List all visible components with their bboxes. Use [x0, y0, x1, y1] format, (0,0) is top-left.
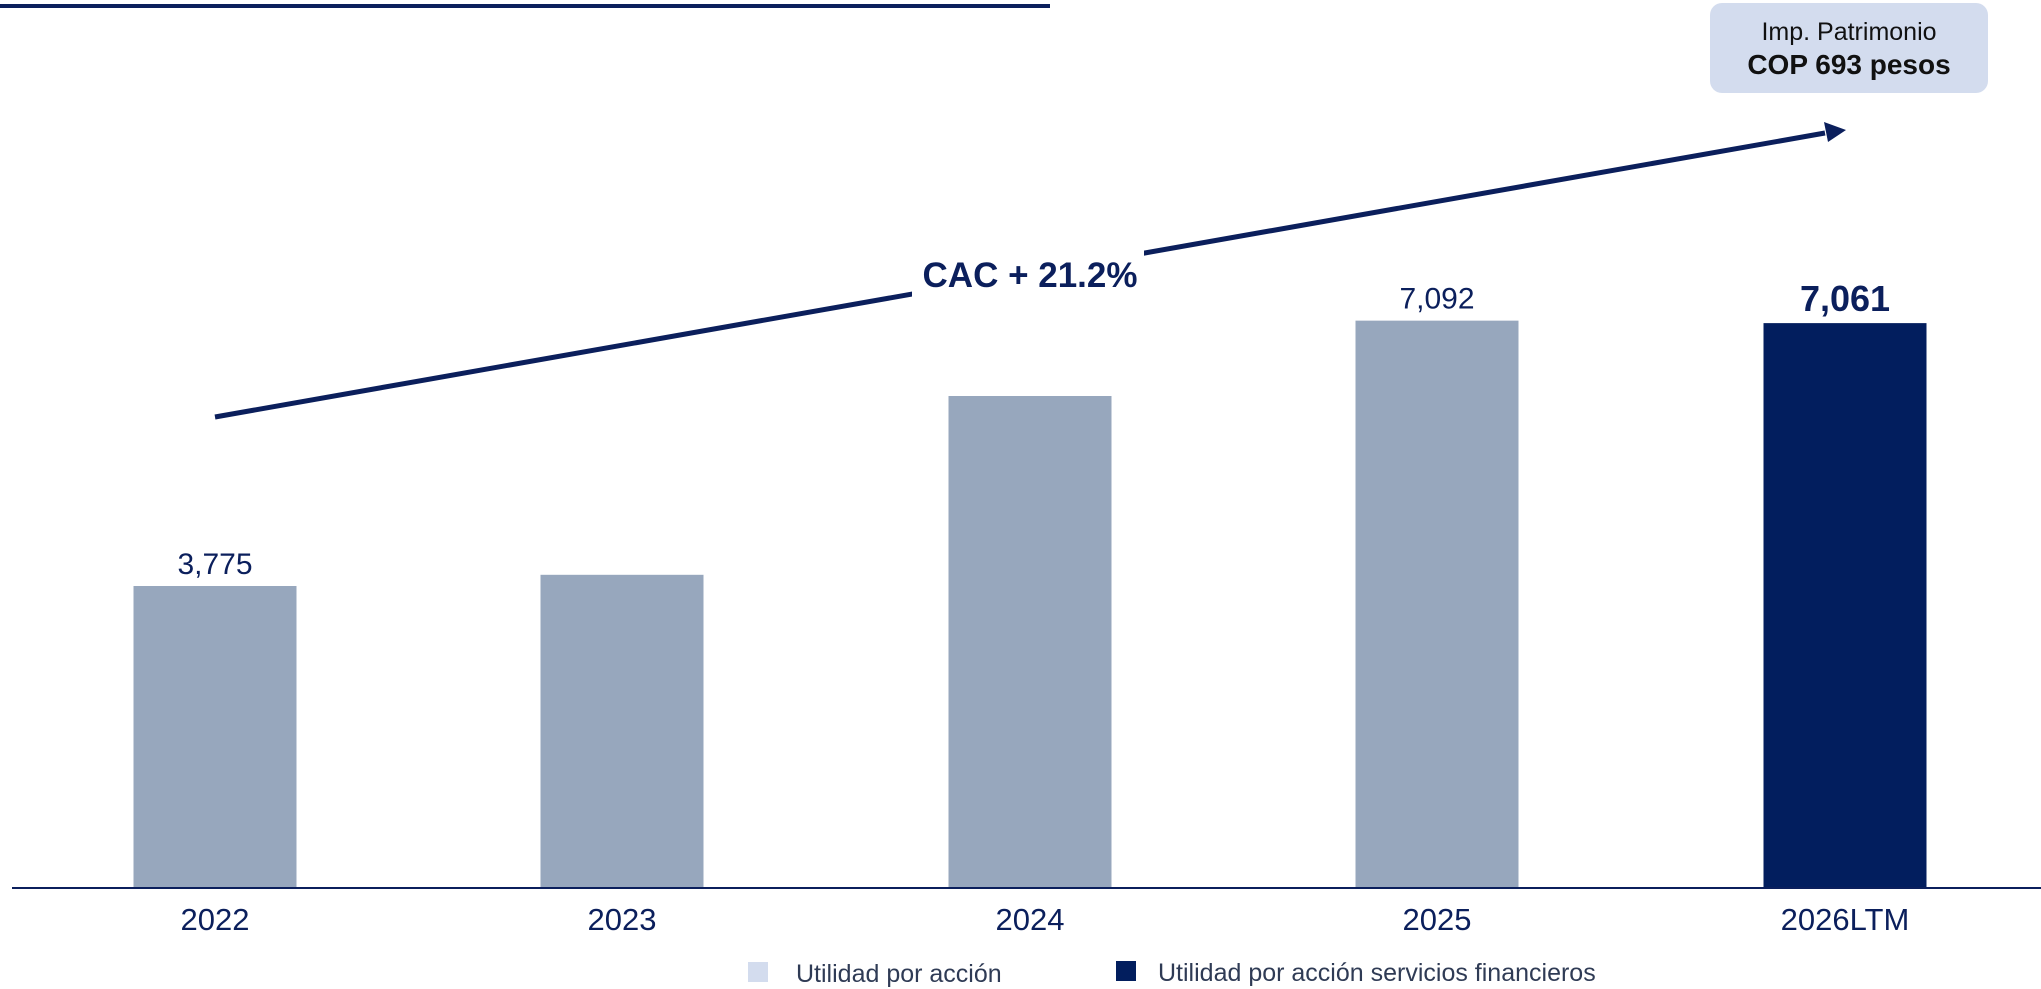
legend-swatch-utilidad-por-accion	[748, 962, 768, 982]
data-label-2022: 3,775	[177, 548, 252, 581]
x-tick-2022: 2022	[181, 902, 250, 937]
patrimonio-callout: Imp. Patrimonio COP 693 pesos	[1710, 3, 1988, 93]
cagr-label-background	[912, 248, 1144, 304]
top-rule	[0, 4, 1050, 8]
x-tick-2026LTM: 2026LTM	[1781, 902, 1910, 937]
bar-2024	[948, 396, 1112, 888]
legend-label-utilidad-por-accion: Utilidad por acción	[796, 960, 1002, 988]
callout-line-1: Imp. Patrimonio	[1761, 18, 1937, 46]
legend-label-servicios-financieros: Utilidad por acción servicios financiero…	[1158, 959, 1596, 987]
legend-swatch-servicios-financieros	[1116, 961, 1136, 981]
x-tick-2025: 2025	[1403, 902, 1472, 937]
x-tick-2023: 2023	[588, 902, 657, 937]
x-tick-labels-group: 2022 2023 2024 2025 2026LTM	[181, 902, 1910, 937]
cagr-arrow-head	[1824, 122, 1846, 142]
value-labels-group: 3,775 7,092 7,061	[177, 278, 1890, 581]
legend: Utilidad por acción Utilidad por acción …	[748, 959, 1596, 988]
cagr-arrow: CAC + 21.2%	[214, 122, 1846, 420]
bars-group	[133, 320, 1927, 888]
bar-2026LTM	[1763, 323, 1927, 888]
x-tick-2024: 2024	[996, 902, 1065, 937]
bar-2022	[133, 586, 297, 888]
callout-line-2: COP 693 pesos	[1747, 49, 1951, 80]
cagr-label: CAC + 21.2%	[923, 256, 1138, 295]
bar-2025	[1355, 320, 1519, 888]
data-label-2025: 7,092	[1399, 283, 1474, 316]
data-label-2026LTM: 7,061	[1800, 278, 1890, 319]
bar-2023	[540, 574, 704, 888]
